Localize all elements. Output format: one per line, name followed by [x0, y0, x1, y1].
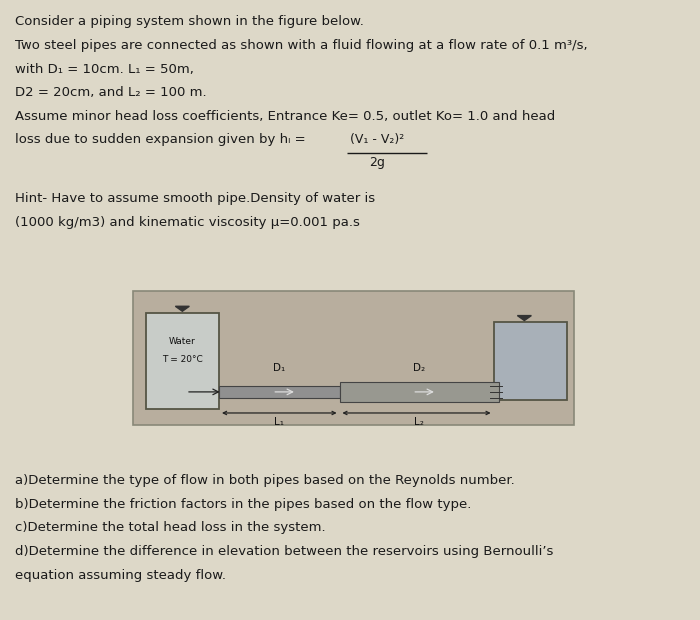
- Text: D₂: D₂: [413, 363, 426, 373]
- Text: 2g: 2g: [370, 156, 386, 169]
- Text: Water: Water: [169, 337, 196, 347]
- Text: equation assuming steady flow.: equation assuming steady flow.: [15, 569, 226, 582]
- Text: L₁: L₁: [274, 417, 284, 427]
- Text: Consider a piping system shown in the figure below.: Consider a piping system shown in the fi…: [15, 16, 364, 29]
- Polygon shape: [517, 316, 531, 321]
- Text: loss due to sudden expansion given by hₗ =: loss due to sudden expansion given by hₗ…: [15, 133, 306, 146]
- Text: D2 = 20cm, and L₂ = 100 m.: D2 = 20cm, and L₂ = 100 m.: [15, 86, 207, 99]
- Text: T = 20°C: T = 20°C: [162, 355, 203, 364]
- Text: b)Determine the friction factors in the pipes based on the flow type.: b)Determine the friction factors in the …: [15, 498, 472, 511]
- Text: (1000 kg/m3) and kinematic viscosity μ=0.001 pa.s: (1000 kg/m3) and kinematic viscosity μ=0…: [15, 216, 360, 229]
- Bar: [340, 382, 499, 402]
- Text: Two steel pipes are connected as shown with a fluid flowing at a flow rate of 0.: Two steel pipes are connected as shown w…: [15, 39, 588, 52]
- Text: (V₁ - V₂)²: (V₁ - V₂)²: [350, 133, 405, 146]
- Polygon shape: [175, 306, 189, 311]
- Text: Assume minor head loss coefficients, Entrance Ke= 0.5, outlet Ko= 1.0 and head: Assume minor head loss coefficients, Ent…: [15, 110, 556, 123]
- Text: a)Determine the type of flow in both pipes based on the Reynolds number.: a)Determine the type of flow in both pip…: [15, 474, 515, 487]
- Text: Hint- Have to assume smooth pipe.Density of water is: Hint- Have to assume smooth pipe.Density…: [15, 192, 375, 205]
- Bar: [219, 386, 340, 398]
- Text: d)Determine the difference in elevation between the reservoirs using Bernoulli’s: d)Determine the difference in elevation …: [15, 545, 554, 558]
- Text: with D₁ = 10cm. L₁ = 50m,: with D₁ = 10cm. L₁ = 50m,: [15, 63, 195, 76]
- Text: D₁: D₁: [273, 363, 286, 373]
- Text: L₂: L₂: [414, 417, 424, 427]
- Text: c)Determine the total head loss in the system.: c)Determine the total head loss in the s…: [15, 521, 326, 534]
